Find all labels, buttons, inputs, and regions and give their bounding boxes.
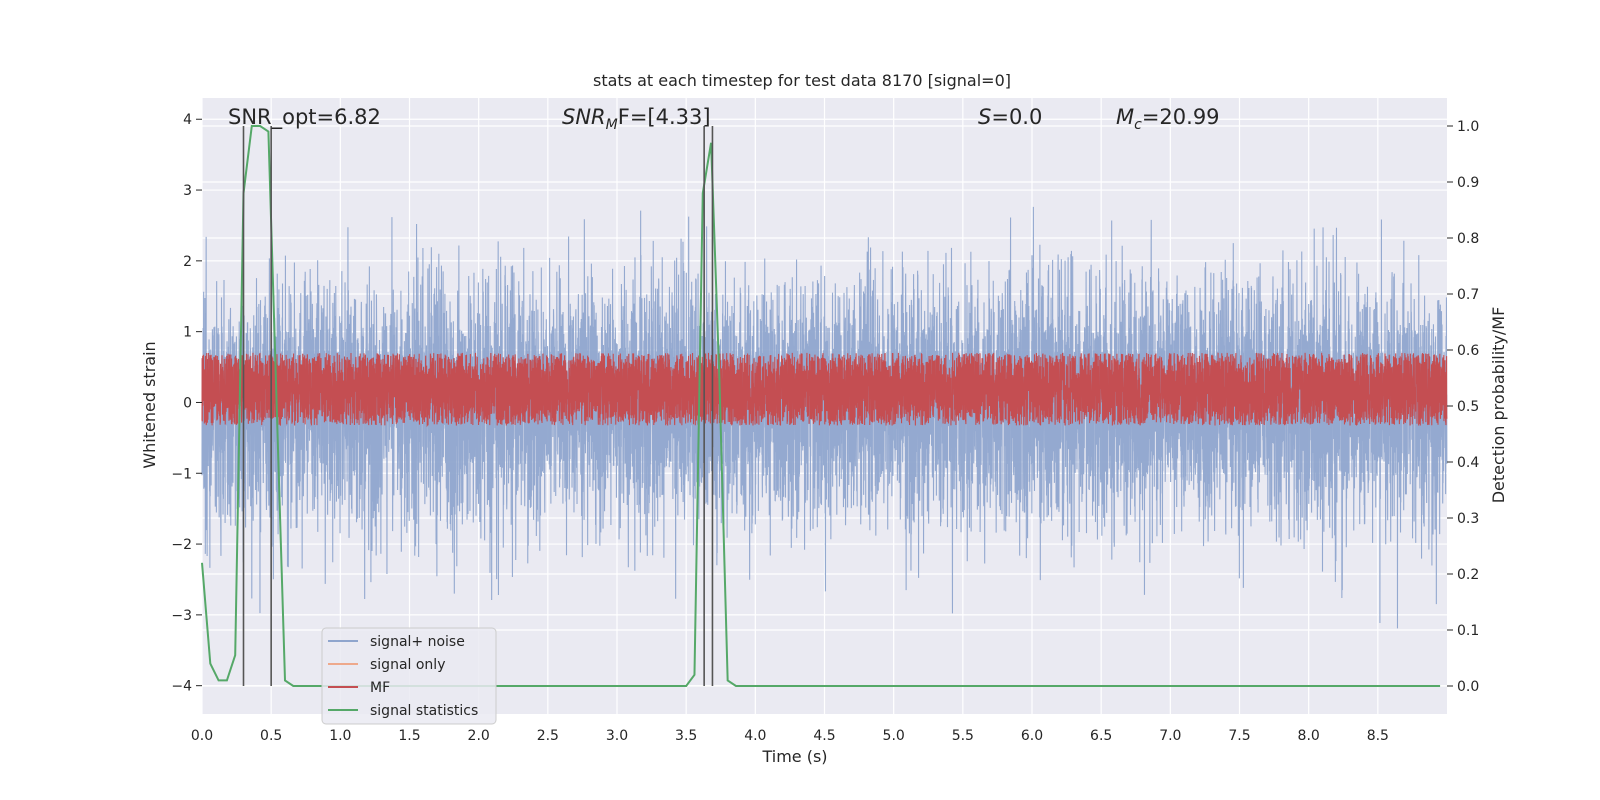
x-tick-label: 0.5 <box>260 728 282 744</box>
x-tick-label: 8.5 <box>1367 728 1389 744</box>
annotation-s: S=0.0 <box>978 105 1042 129</box>
y-tick-label: 4 <box>183 112 192 128</box>
y-tick-label: −3 <box>171 608 192 624</box>
x-tick-label: 5.0 <box>883 728 905 744</box>
x-tick-label: 1.5 <box>398 728 420 744</box>
x-tick-label: 0.0 <box>191 728 213 744</box>
y2-tick-label: 0.0 <box>1457 679 1479 695</box>
y2-axis-label: Detection probability/MF <box>1489 307 1508 504</box>
annotation-snr-mf: SNRMF=[4.33] <box>562 105 711 133</box>
legend: signal+ noise signal only MF signal stat… <box>321 627 497 725</box>
x-tick-label: 8.0 <box>1298 728 1320 744</box>
y-tick-label: 0 <box>183 395 192 411</box>
x-tick-label: 4.0 <box>744 728 766 744</box>
series-mf <box>201 352 1448 428</box>
x-tick-label: 2.0 <box>468 728 490 744</box>
y2-tick-label: 0.6 <box>1457 343 1479 359</box>
legend-label-signal-only: signal only <box>370 657 445 673</box>
annotation-snr-opt: SNR_opt=6.82 <box>228 105 381 130</box>
x-tick-label: 3.5 <box>675 728 697 744</box>
annotation-s-rest: =0.0 <box>991 105 1042 129</box>
annotation-mc-main: M <box>1116 105 1134 129</box>
annotation-snr-mf-main: SNR <box>562 105 606 129</box>
x-tick-label: 7.5 <box>1228 728 1250 744</box>
y2-tick-label: 0.8 <box>1457 231 1479 247</box>
y2-tick-label: 0.1 <box>1457 623 1479 639</box>
y-tick-label: −2 <box>171 537 192 553</box>
y-axis-label: Whitened strain <box>140 341 159 468</box>
x-tick-label: 1.0 <box>329 728 351 744</box>
x-tick-label: 7.0 <box>1159 728 1181 744</box>
ticks-layer: 0.0 0.5 1.0 1.5 2.0 2.5 3.0 3.5 4.0 4.5 5.0 5.5 6.0 6… <box>171 112 1479 744</box>
annotation-mc-sub: c <box>1134 117 1142 133</box>
x-tick-label: 4.5 <box>813 728 835 744</box>
legend-label-signal-noise: signal+ noise <box>370 634 465 650</box>
y2-tick-label: 0.4 <box>1457 455 1479 471</box>
y2-tick-label: 1.0 <box>1457 119 1479 135</box>
y-tick-label: −1 <box>171 466 192 482</box>
x-tick-label: 2.5 <box>537 728 559 744</box>
annotation-snr-mf-sub: M <box>606 117 618 133</box>
legend-label-mf: MF <box>370 680 390 696</box>
y-tick-label: 3 <box>183 183 192 199</box>
x-tick-label: 6.0 <box>1021 728 1043 744</box>
annotation-mc-rest: =20.99 <box>1142 105 1220 129</box>
chart-title: stats at each timestep for test data 817… <box>593 71 1011 90</box>
y-tick-label: 2 <box>183 254 192 270</box>
y2-tick-label: 0.7 <box>1457 287 1479 303</box>
y2-tick-label: 0.9 <box>1457 175 1479 191</box>
y2-tick-label: 0.2 <box>1457 567 1479 583</box>
y-tick-label: 1 <box>183 325 192 341</box>
legend-box <box>321 627 497 725</box>
y2-tick-label: 0.3 <box>1457 511 1479 527</box>
y2-tick-label: 0.5 <box>1457 399 1479 415</box>
series-signal-statistics <box>201 125 1441 687</box>
annotation-mc: Mc=20.99 <box>1116 105 1220 133</box>
x-tick-label: 5.5 <box>952 728 974 744</box>
annotation-snr-mf-rest: F=[4.33] <box>618 105 711 129</box>
x-tick-label: 6.5 <box>1090 728 1112 744</box>
x-tick-label: 3.0 <box>606 728 628 744</box>
legend-label-signal-statistics: signal statistics <box>370 703 478 719</box>
series-layer <box>201 125 1448 687</box>
annotation-s-var: S <box>978 105 991 129</box>
x-axis-label: Time (s) <box>761 747 827 766</box>
y-tick-label: −4 <box>171 679 192 695</box>
